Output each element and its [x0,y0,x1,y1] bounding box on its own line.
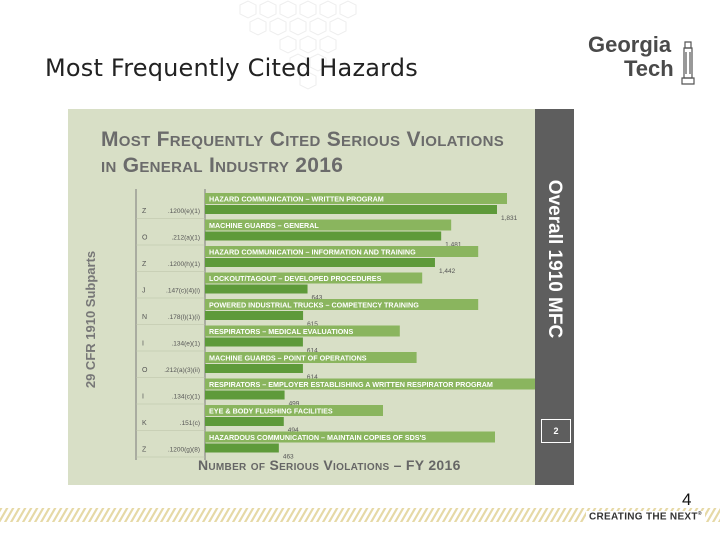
category-label: RESPIRATORS – EMPLOYER ESTABLISHING A WR… [209,380,493,389]
subpart-letter: O [142,367,148,374]
category-label: MACHINE GUARDS – GENERAL [209,221,319,230]
bar [205,337,303,347]
value-label: 499 [289,401,300,408]
registered-mark: ® [697,511,702,517]
page-number: 4 [682,490,692,509]
category-label-band [205,431,495,443]
value-label: 614 [307,348,318,355]
chart-title: Most Frequently Cited Serious Violations… [101,127,504,179]
bar [205,284,308,294]
footer-stripes [0,508,720,522]
regulation-code: .151(c) [180,420,200,427]
value-label: 643 [312,295,323,302]
regulation-code: .212(a)(3)(ii) [164,367,200,374]
regulation-code: .147(c)(4)(i) [166,288,200,295]
chart-title-line-1: Most Frequently Cited Serious Violations [101,128,505,151]
category-label-band [205,193,507,204]
value-label: 614 [307,374,318,381]
category-label: HAZARD COMMUNICATION – WRITTEN PROGRAM [209,195,384,204]
category-label: HAZARD COMMUNICATION – INFORMATION AND T… [209,248,416,257]
logo-line-2: Tech [624,56,674,81]
chart-page-badge: 2 [541,419,571,443]
regulation-code: .1200(g)(8) [168,447,200,454]
category-label-band [205,352,417,363]
subpart-letter: I [142,394,144,401]
regulation-code: .1200(e)(1) [168,208,200,215]
value-label: 1,831 [501,215,518,222]
category-label: HAZARDOUS COMMUNICATION – MAINTAIN COPIE… [209,433,426,442]
bar [205,311,304,320]
slide-title: Most Frequently Cited Hazards [45,54,418,82]
slogan: CREATING THE NEXT® [586,511,705,523]
subpart-letter: I [142,341,144,348]
category-label-band [205,246,479,257]
category-label: POWERED INDUSTRIAL TRUCKS – COMPETENCY T… [209,301,419,310]
category-label-band [205,272,423,284]
subpart-letter: Z [142,447,147,454]
bar [205,417,284,426]
regulation-code: .134(c)(1) [172,394,200,401]
value-label: 615 [307,321,318,328]
bar [205,205,497,214]
bar [205,443,279,453]
regulation-code: .212(a)(1) [171,235,200,242]
subpart-letter: K [142,420,147,427]
value-label: 1,481 [445,242,462,249]
hexagon-pattern [239,0,357,90]
chart-panel: Most Frequently Cited Serious Violations… [68,109,574,485]
category-label: MACHINE GUARDS – POINT OF OPERATIONS [209,354,367,363]
category-label-band [205,219,452,231]
category-label-band [205,378,535,390]
side-banner-label: Overall 1910 MFC [544,179,566,339]
category-label-band [205,299,479,310]
value-label: 1,442 [439,268,456,275]
logo-line-1: Georgia [588,32,672,57]
x-axis-title: Number of Serious Violations – FY 2016 [198,457,461,473]
bar [205,390,285,400]
regulation-code: .134(e)(1) [171,341,200,348]
side-banner-text-wrap: Overall 1910 MFC [535,109,574,409]
bar [205,258,435,267]
regulation-code: .1200(h)(1) [168,261,200,268]
tech-tower-icon [681,41,695,85]
subpart-letter: O [142,235,148,242]
subpart-letter: N [142,314,147,321]
category-label: RESPIRATORS – MEDICAL EVALUATIONS [209,327,354,336]
subpart-letter: Z [142,208,147,215]
slogan-text: CREATING THE NEXT [589,511,698,523]
chart-title-line-2: in General Industry 2016 [101,154,344,177]
subpart-letter: Z [142,261,147,268]
regulation-code: .178(l)(1)(i) [168,314,200,321]
value-label: 494 [288,427,299,434]
bar [205,231,442,241]
bar-chart: HAZARD COMMUNICATION – WRITTEN PROGRAM 1,… [135,189,535,461]
category-label: EYE & BODY FLUSHING FACILITIES [209,407,333,416]
subpart-letter: J [142,288,146,295]
category-label: LOCKOUT/TAGOUT – DEVELOPED PROCEDURES [209,274,382,283]
bar [205,364,303,373]
category-label-band [205,325,400,337]
georgia-tech-logo: Georgia Tech [588,34,700,94]
category-label-band [205,405,383,416]
value-label: 463 [283,454,294,461]
